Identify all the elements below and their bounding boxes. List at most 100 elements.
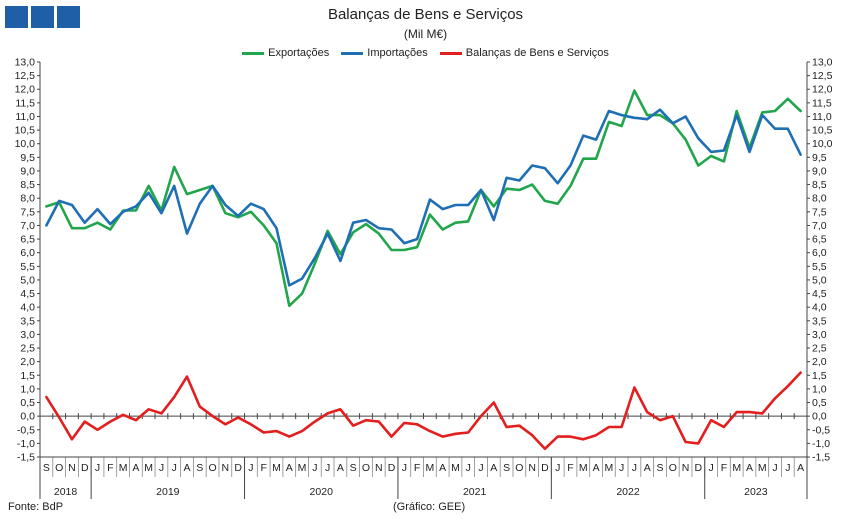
month-label: M bbox=[272, 462, 281, 474]
month-label: A bbox=[797, 462, 804, 474]
chart-title: Balanças de Bens e Serviços bbox=[327, 6, 524, 23]
y-tick-label-left: 7,0 bbox=[20, 220, 35, 232]
y-tick-label-right: 11,5 bbox=[812, 97, 832, 109]
month-label: O bbox=[362, 462, 370, 474]
logo-square-2 bbox=[31, 6, 54, 28]
y-tick-label-left: -1,0 bbox=[17, 438, 35, 450]
y-tick-label-left: 12,5 bbox=[15, 70, 36, 82]
month-label: A bbox=[337, 462, 344, 474]
y-tick-label-right: 12,5 bbox=[812, 70, 833, 82]
y-tick-label-right: 6,5 bbox=[812, 234, 827, 246]
month-label: A bbox=[490, 462, 497, 474]
month-label: S bbox=[43, 462, 50, 474]
series-line-importacoes bbox=[45, 108, 802, 287]
month-label: S bbox=[503, 462, 510, 474]
month-label: N bbox=[528, 462, 536, 474]
month-label: O bbox=[55, 462, 63, 474]
y-tick-label-left: 4,0 bbox=[20, 302, 35, 314]
y-tick-label-left: 11,5 bbox=[15, 97, 35, 109]
month-label: A bbox=[746, 462, 753, 474]
y-tick-label-right: 3,0 bbox=[812, 329, 827, 341]
logo-square-3 bbox=[57, 6, 80, 28]
y-tick-label-right: 2,0 bbox=[812, 356, 827, 368]
legend-swatch-importacoes bbox=[341, 51, 364, 55]
month-label: M bbox=[298, 462, 307, 474]
legend-swatch-exportacoes bbox=[242, 51, 265, 55]
month-label: J bbox=[95, 462, 100, 474]
y-tick-label-right: 11,0 bbox=[812, 111, 832, 123]
year-label: 2019 bbox=[156, 486, 180, 498]
y-tick-label-right: 1,5 bbox=[812, 370, 827, 382]
month-label: S bbox=[656, 462, 663, 474]
month-label: M bbox=[426, 462, 435, 474]
month-label: D bbox=[541, 462, 549, 474]
y-tick-label-right: 0,5 bbox=[812, 397, 827, 409]
month-label: D bbox=[234, 462, 242, 474]
legend-item-balancas: Balanças de Bens e Serviços bbox=[439, 47, 609, 59]
legend-item-importacoes: Importações bbox=[341, 47, 428, 59]
month-label: J bbox=[402, 462, 407, 474]
month-label: S bbox=[350, 462, 357, 474]
month-label: J bbox=[619, 462, 624, 474]
month-label: D bbox=[695, 462, 703, 474]
graphic-credit: (Gráfico: GEE) bbox=[393, 501, 466, 513]
y-tick-label-right: 8,5 bbox=[812, 179, 827, 191]
y-tick-label-right: 10,5 bbox=[812, 125, 833, 137]
month-label: J bbox=[555, 462, 560, 474]
y-tick-label-left: 6,0 bbox=[20, 247, 35, 259]
series-line-exportacoes bbox=[45, 89, 802, 308]
series-line-balancas bbox=[45, 371, 802, 451]
y-tick-label-right: -1,5 bbox=[812, 452, 830, 464]
y-tick-label-left: 5,5 bbox=[20, 261, 35, 273]
year-label: 2023 bbox=[744, 486, 768, 498]
month-label: F bbox=[107, 462, 113, 474]
month-label: N bbox=[375, 462, 383, 474]
y-tick-label-left: 1,0 bbox=[20, 383, 35, 395]
month-label: M bbox=[119, 462, 128, 474]
chart-legend: Exportações Importações Balanças de Bens… bbox=[0, 47, 851, 59]
y-tick-label-left: 3,0 bbox=[20, 329, 35, 341]
month-label: M bbox=[758, 462, 767, 474]
year-label: 2020 bbox=[310, 486, 334, 498]
y-tick-label-right: 12,0 bbox=[812, 84, 833, 96]
month-label: D bbox=[81, 462, 89, 474]
y-tick-label-right: 9,5 bbox=[812, 152, 827, 164]
y-tick-label-left: 10,0 bbox=[15, 138, 36, 150]
legend-item-exportacoes: Exportações bbox=[242, 47, 329, 59]
month-label: J bbox=[172, 462, 177, 474]
y-tick-label-left: 8,0 bbox=[20, 193, 35, 205]
y-tick-label-right: -1,0 bbox=[812, 438, 830, 450]
month-label: A bbox=[439, 462, 446, 474]
y-tick-label-left: 9,5 bbox=[20, 152, 35, 164]
y-tick-label-left: 0,5 bbox=[20, 397, 35, 409]
logo-square-1 bbox=[5, 6, 28, 28]
y-tick-label-right: 6,0 bbox=[812, 247, 827, 259]
month-label: J bbox=[478, 462, 483, 474]
y-tick-label-left: -1,5 bbox=[17, 452, 35, 464]
y-tick-label-left: 2,5 bbox=[20, 343, 35, 355]
y-tick-label-right: 4,5 bbox=[812, 288, 827, 300]
y-tick-label-right: 13,0 bbox=[812, 57, 833, 69]
y-tick-label-left: 12,0 bbox=[15, 84, 36, 96]
y-tick-label-left: 0,0 bbox=[20, 411, 35, 423]
month-label: J bbox=[632, 462, 637, 474]
month-label: M bbox=[732, 462, 741, 474]
month-label: J bbox=[248, 462, 253, 474]
y-tick-label-left: 6,5 bbox=[20, 234, 35, 246]
y-tick-label-left: 11,0 bbox=[15, 111, 35, 123]
month-label: A bbox=[644, 462, 651, 474]
y-tick-label-right: 7,5 bbox=[812, 206, 827, 218]
y-tick-label-left: -0,5 bbox=[17, 424, 35, 436]
year-label: 2018 bbox=[54, 486, 78, 498]
y-tick-label-left: 3,5 bbox=[20, 315, 35, 327]
month-label: M bbox=[604, 462, 613, 474]
month-label: J bbox=[466, 462, 471, 474]
month-label: A bbox=[132, 462, 139, 474]
month-label: A bbox=[184, 462, 191, 474]
y-tick-label-right: 7,0 bbox=[812, 220, 827, 232]
y-tick-label-left: 2,0 bbox=[20, 356, 35, 368]
y-tick-label-right: 8,0 bbox=[812, 193, 827, 205]
month-label: M bbox=[579, 462, 588, 474]
month-label: J bbox=[785, 462, 790, 474]
